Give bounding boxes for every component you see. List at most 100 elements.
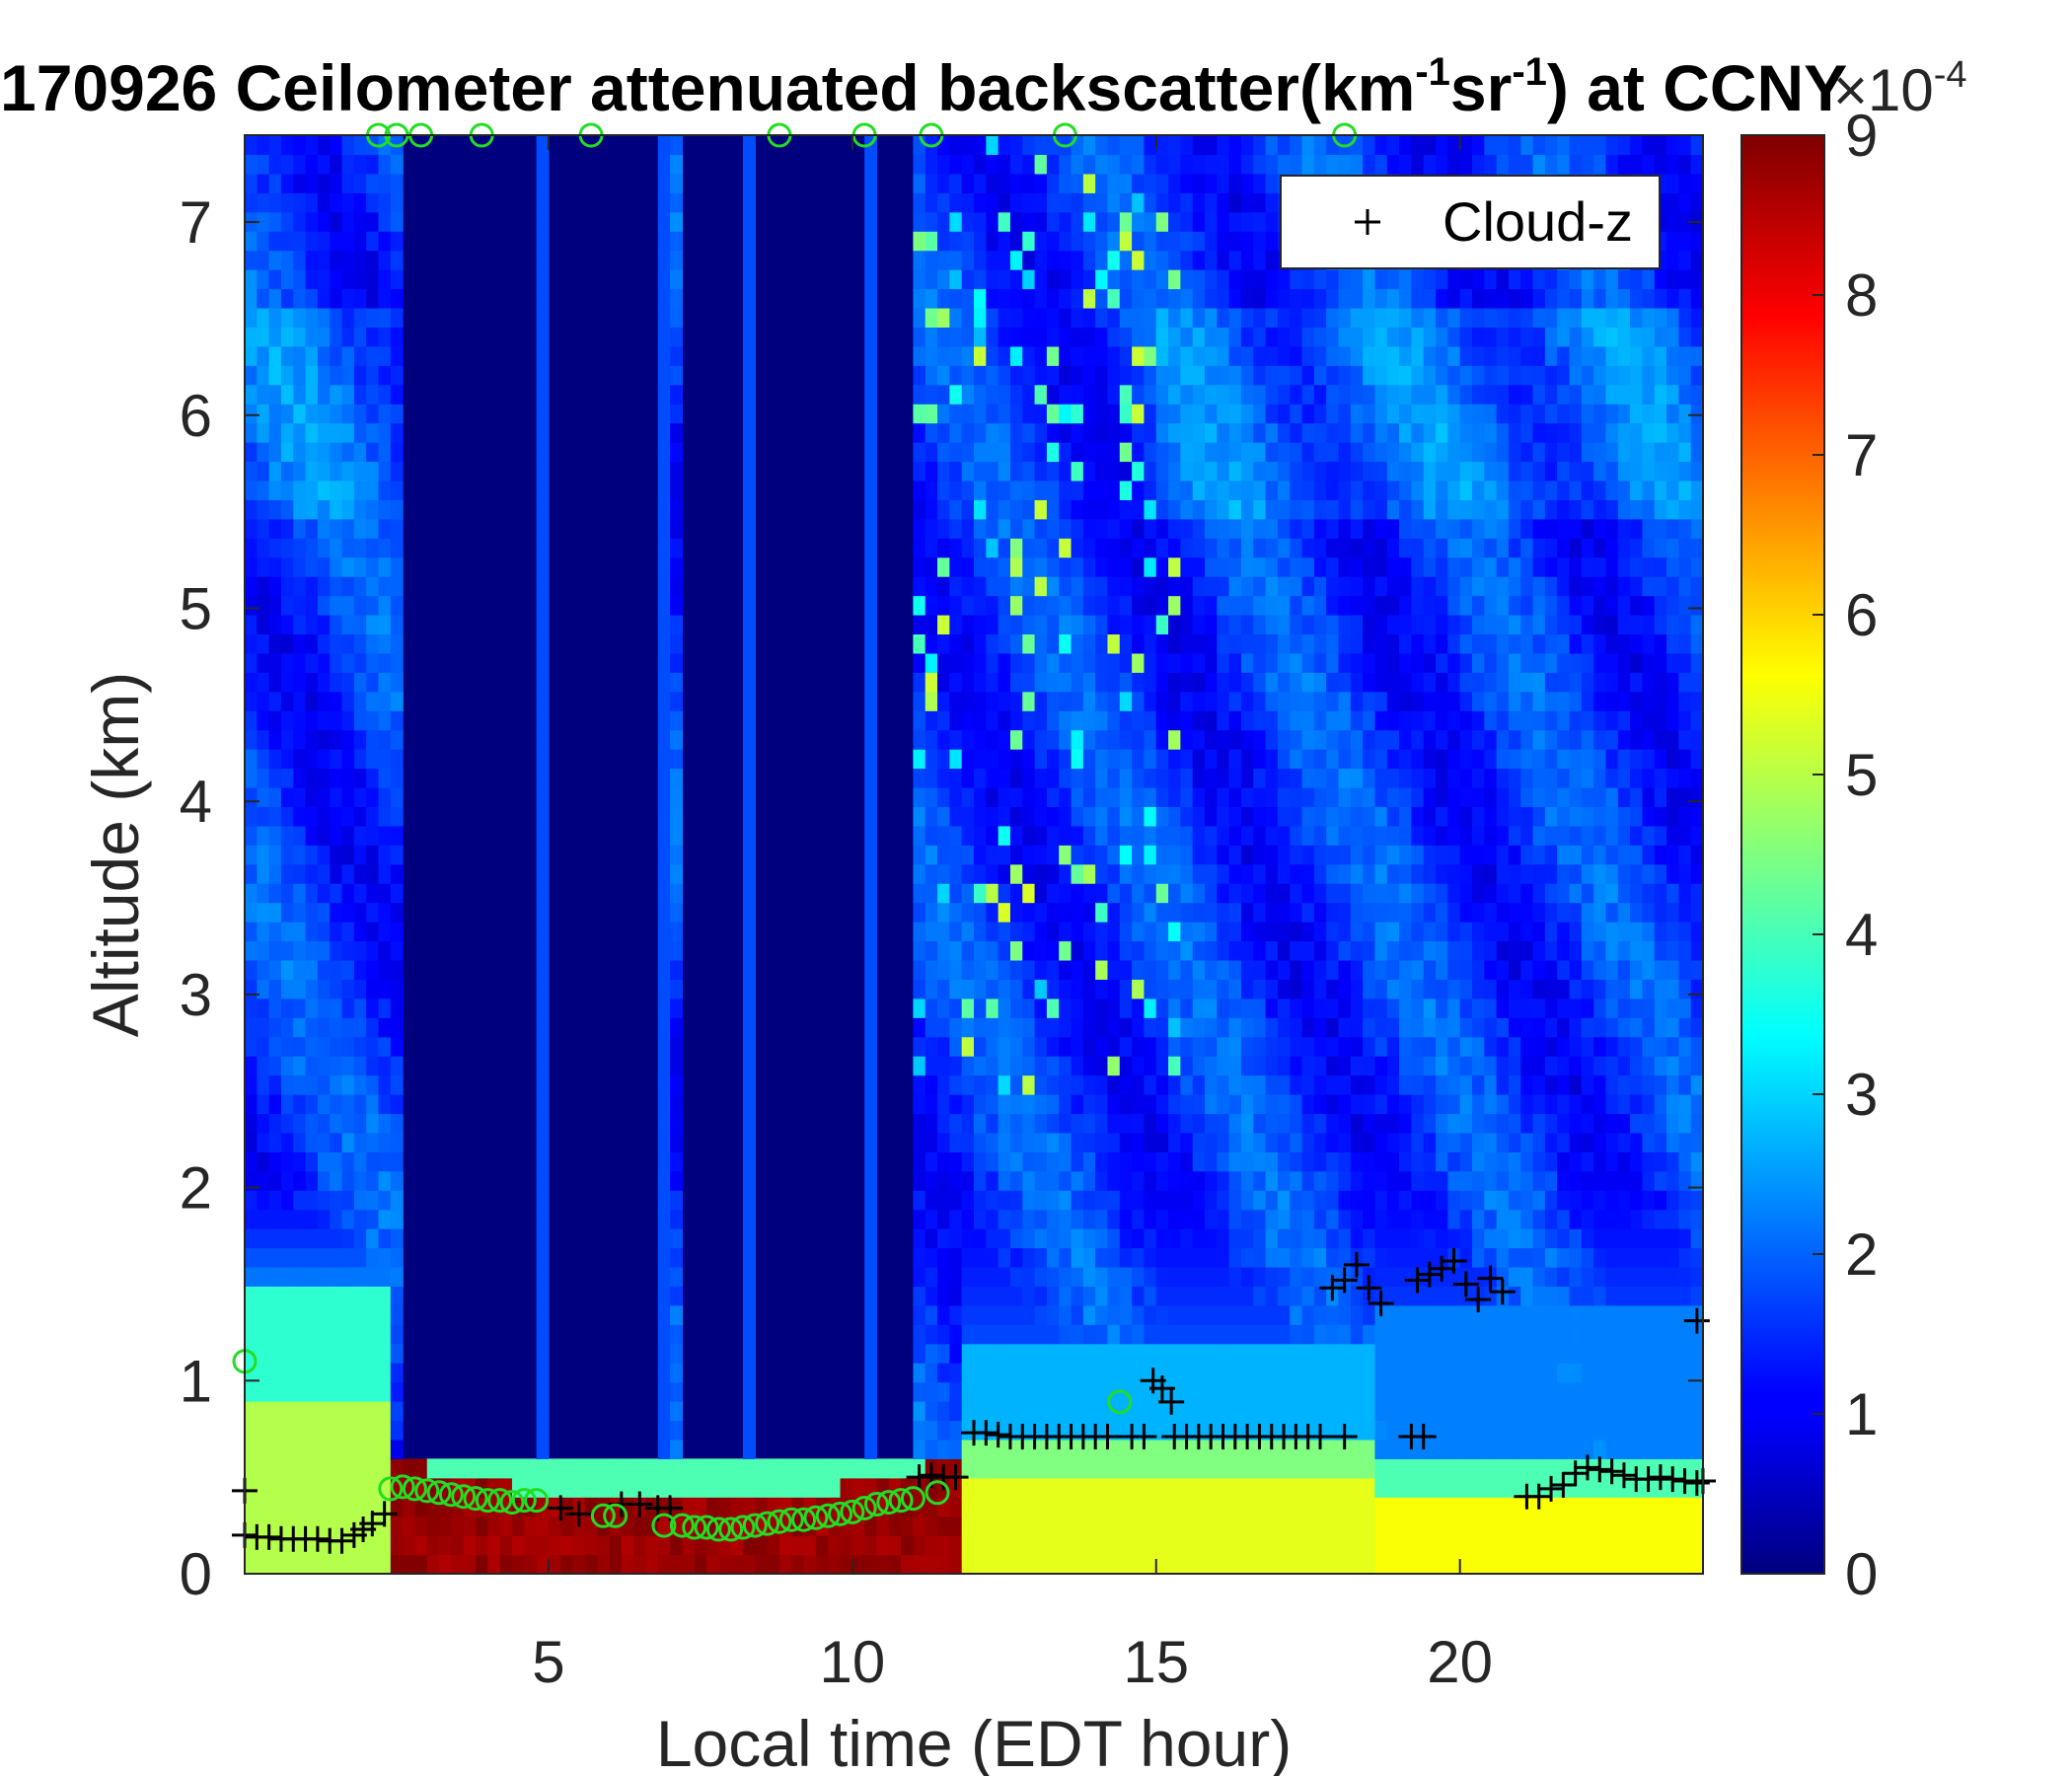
heatmap-cell <box>1132 1074 1146 1095</box>
heatmap-cell <box>1313 327 1327 347</box>
heatmap-cell <box>803 1477 817 1498</box>
heatmap-cell <box>1046 307 1060 328</box>
heatmap-cell <box>1217 1094 1230 1115</box>
heatmap-cell <box>1082 1228 1096 1249</box>
heatmap-cell <box>305 1170 319 1191</box>
heatmap-cell <box>1132 615 1146 635</box>
heatmap-cell <box>1374 1401 1388 1422</box>
heatmap-cell <box>1046 1381 1060 1402</box>
heatmap-cell <box>390 1554 404 1574</box>
heatmap-cell <box>1301 499 1315 520</box>
heatmap-cell <box>293 250 307 270</box>
heatmap-cell <box>305 768 319 788</box>
heatmap-cell <box>1205 1401 1218 1422</box>
heatmap-cell <box>390 211 404 232</box>
heatmap-cell <box>1217 231 1230 252</box>
heatmap-cell <box>305 1286 319 1306</box>
heatmap-cell <box>1155 442 1169 463</box>
heatmap-cell <box>949 1381 963 1402</box>
heatmap-cell <box>1107 211 1121 232</box>
heatmap-cell <box>1399 1401 1412 1422</box>
heatmap-cell <box>1290 863 1303 884</box>
heatmap-cell <box>353 979 367 999</box>
heatmap-cell <box>1082 1094 1096 1115</box>
heatmap-cell <box>1071 384 1084 405</box>
heatmap-cell <box>1132 979 1146 999</box>
heatmap-cell <box>998 1094 1011 1115</box>
heatmap-cell <box>1168 749 1181 770</box>
heatmap-cell <box>257 1074 270 1095</box>
heatmap-cell <box>353 1132 367 1152</box>
heatmap-cell <box>1338 365 1352 386</box>
heatmap-cell <box>1386 786 1400 807</box>
heatmap-cell <box>1168 1132 1181 1152</box>
heatmap-cell <box>1277 1132 1291 1152</box>
heatmap-cell <box>974 1151 987 1172</box>
heatmap-cell <box>949 863 963 884</box>
heatmap-cell <box>1265 633 1279 654</box>
heatmap-cell <box>1009 1439 1023 1459</box>
heatmap-cell <box>742 1439 756 1459</box>
heatmap-cell <box>1447 556 1461 577</box>
heatmap-cell <box>925 1343 938 1364</box>
heatmap-cell <box>1155 269 1169 290</box>
heatmap-cell <box>414 1554 428 1574</box>
heatmap-cell <box>767 1535 780 1556</box>
heatmap-cell <box>1192 1535 1206 1556</box>
heatmap-cell <box>366 442 380 463</box>
heatmap-cell <box>949 231 963 252</box>
heatmap-cell <box>293 1286 307 1306</box>
heatmap-cell <box>925 1036 938 1057</box>
heatmap-cell <box>268 154 282 175</box>
heatmap-cell <box>998 1554 1011 1574</box>
heatmap-cell <box>353 231 367 252</box>
heatmap-cell <box>657 576 671 597</box>
heatmap-cell <box>293 499 307 520</box>
heatmap-cell <box>913 1554 926 1574</box>
heatmap-cell <box>1107 1247 1121 1268</box>
heatmap-cell <box>330 1094 343 1115</box>
heatmap-cell <box>1228 883 1242 904</box>
heatmap-cell <box>1313 442 1327 463</box>
heatmap-cell <box>670 1363 683 1383</box>
heatmap-cell <box>742 633 756 654</box>
heatmap-cell <box>1107 749 1121 770</box>
heatmap-cell <box>961 1247 975 1268</box>
heatmap-cell <box>1350 940 1364 961</box>
heatmap-cell <box>1095 959 1109 980</box>
heatmap-cell <box>1290 1170 1303 1191</box>
heatmap-cell <box>1119 422 1133 443</box>
heatmap-cell <box>1338 499 1352 520</box>
heatmap-cell <box>925 1516 938 1536</box>
heatmap-cell <box>1301 825 1315 846</box>
heatmap-cell <box>1155 288 1169 309</box>
heatmap-cell <box>317 1439 331 1459</box>
heatmap-cell <box>986 1266 999 1287</box>
heatmap-cell <box>1265 1535 1279 1556</box>
heatmap-cell <box>1228 1247 1242 1268</box>
heatmap-cell <box>1228 863 1242 884</box>
heatmap-cell <box>937 250 950 270</box>
heatmap-cell <box>330 1343 343 1364</box>
heatmap-cell <box>633 1516 647 1536</box>
heatmap-cell <box>1374 1458 1388 1479</box>
heatmap-cell <box>1168 633 1181 654</box>
heatmap-cell <box>1411 1017 1425 1038</box>
heatmap-cell <box>1192 442 1206 463</box>
heatmap-cell <box>1168 672 1181 693</box>
heatmap-cell <box>378 959 392 980</box>
heatmap-cell <box>961 154 975 175</box>
heatmap-cell <box>536 1074 550 1095</box>
heatmap-cell <box>961 1017 975 1038</box>
heatmap-cell <box>1313 576 1327 597</box>
heatmap-cell <box>986 499 999 520</box>
heatmap-cell <box>378 786 392 807</box>
heatmap-cell <box>245 1497 258 1517</box>
heatmap-cell <box>1423 1170 1437 1191</box>
heatmap-cell <box>1350 883 1364 904</box>
heatmap-cell <box>1205 1247 1218 1268</box>
heatmap-cell <box>657 1266 671 1287</box>
heatmap-cell <box>353 480 367 500</box>
heatmap-cell <box>1350 922 1364 942</box>
heatmap-cell <box>280 1343 294 1364</box>
